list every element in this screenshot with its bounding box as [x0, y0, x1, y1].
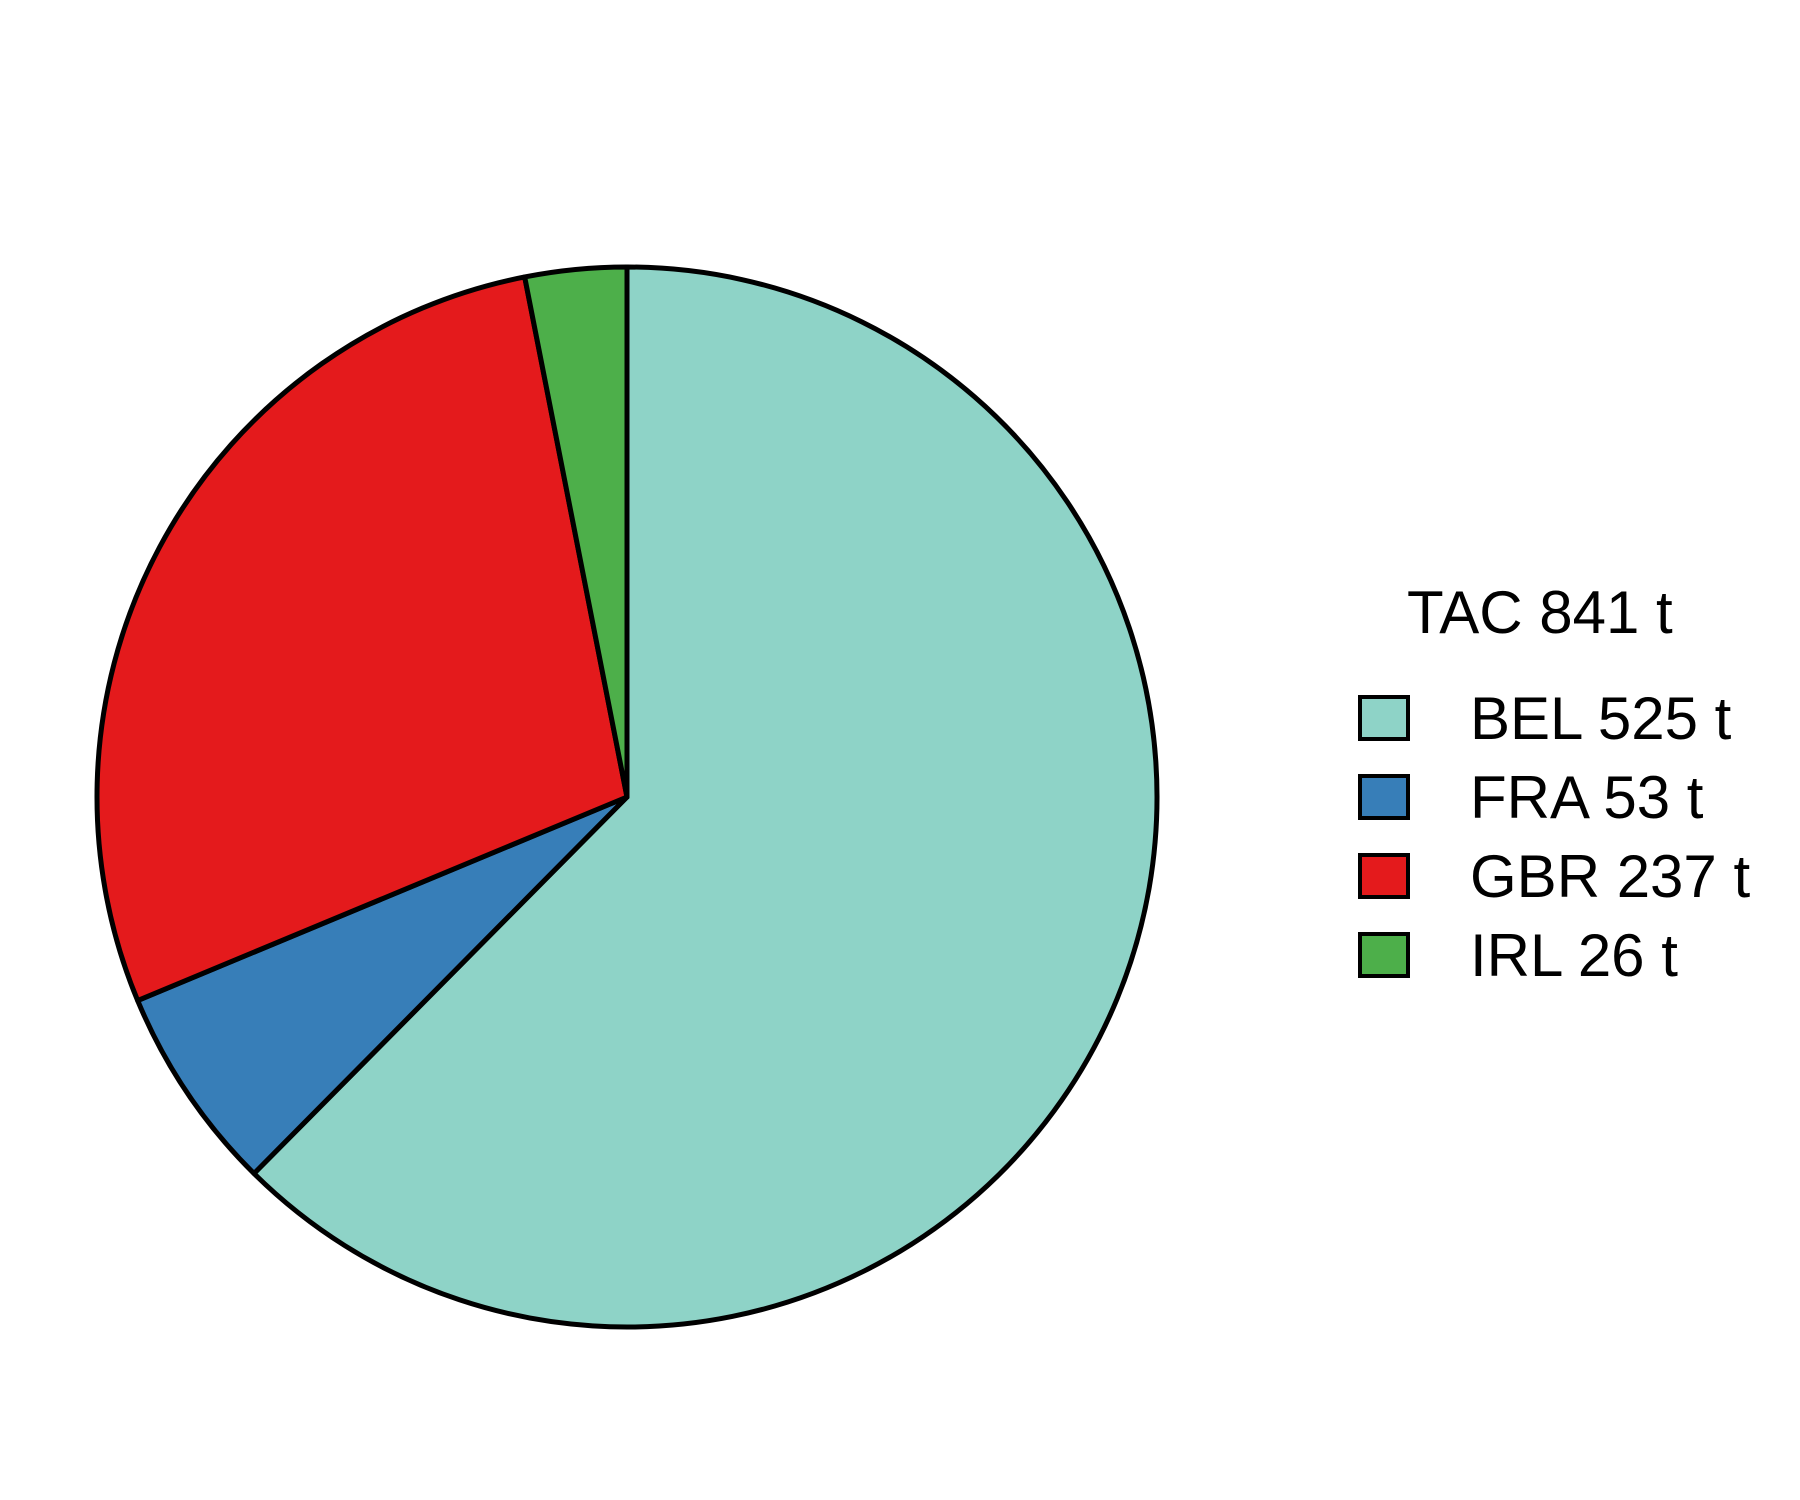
legend-item-gbr: GBR 237 t [1358, 843, 1750, 910]
legend-label-fra: FRA 53 t [1470, 764, 1704, 831]
legend-item-fra: FRA 53 t [1358, 764, 1704, 831]
legend-item-irl: IRL 26 t [1358, 922, 1678, 989]
legend-swatch-fra [1358, 774, 1410, 820]
legend-title: TAC 841 t [1407, 579, 1673, 646]
legend-swatch-irl [1358, 932, 1410, 978]
legend-label-gbr: GBR 237 t [1470, 843, 1750, 910]
pie-slice-gbr [94, 274, 630, 1004]
pie-slice-irl [522, 264, 630, 800]
legend-label-irl: IRL 26 t [1470, 922, 1678, 989]
legend-swatch-gbr [1358, 853, 1410, 899]
legend-label-bel: BEL 525 t [1470, 685, 1732, 752]
legend-item-bel: BEL 525 t [1358, 685, 1732, 752]
pie-slice-fra [135, 794, 630, 1177]
pie-slices [94, 264, 1160, 1330]
pie-slice-bel [251, 264, 1160, 1330]
legend-swatch-bel [1358, 695, 1410, 741]
legend-items: BEL 525 t FRA 53 t GBR 237 t IRL 26 t [1358, 685, 1750, 989]
legend: TAC 841 t BEL 525 t FRA 53 t GBR 237 t IRL … [1358, 579, 1750, 989]
